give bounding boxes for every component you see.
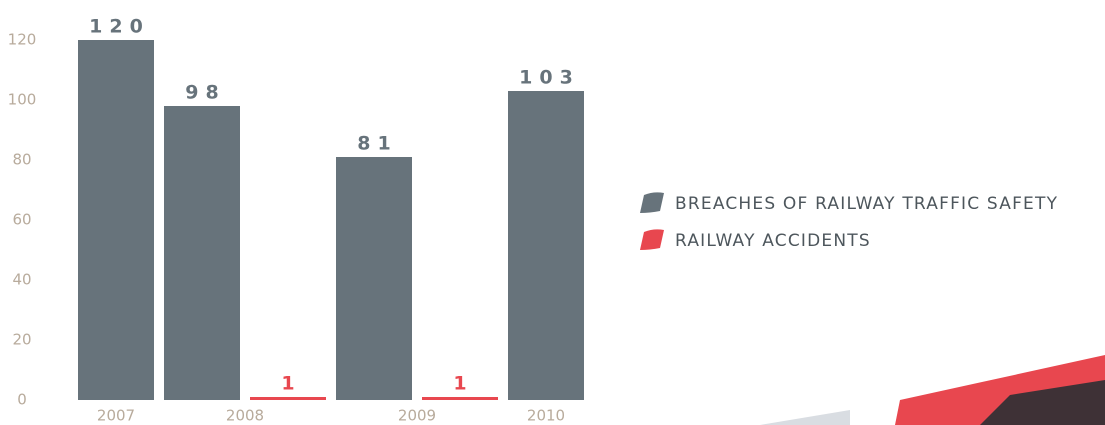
x-tick-label: 2009 <box>398 407 436 425</box>
decoration <box>760 410 850 425</box>
x-tick-label: 2010 <box>527 407 565 425</box>
value-label: 81 <box>357 133 397 155</box>
y-tick-label: 0 <box>17 391 27 409</box>
bar <box>250 397 326 400</box>
bar <box>422 397 498 400</box>
y-tick-label: 100 <box>8 91 37 109</box>
bar <box>78 40 154 400</box>
y-tick-label: 40 <box>12 271 31 289</box>
chart: 0 20 40 60 80 100 120 120 2007 98 1 2008 81 1 2009 103 2… <box>0 0 1105 425</box>
value-label: 120 <box>89 16 150 38</box>
legend-label: BREACHES OF RAILWAY TRAFFIC SAFETY <box>675 194 1058 214</box>
y-tick-label: 120 <box>8 31 37 49</box>
value-label: 98 <box>185 82 225 104</box>
x-tick-label: 2007 <box>97 407 135 425</box>
legend-marker <box>640 192 664 213</box>
value-label: 1 <box>453 373 473 395</box>
y-tick-label: 60 <box>12 211 31 229</box>
value-label: 1 <box>281 373 301 395</box>
bar <box>508 91 584 400</box>
value-label: 103 <box>519 67 580 89</box>
bar <box>164 106 240 400</box>
legend-marker <box>640 229 664 250</box>
bar <box>336 157 412 400</box>
legend-label: RAILWAY ACCIDENTS <box>675 231 871 251</box>
y-tick-label: 80 <box>12 151 31 169</box>
y-tick-label: 20 <box>12 331 31 349</box>
x-tick-label: 2008 <box>226 407 264 425</box>
